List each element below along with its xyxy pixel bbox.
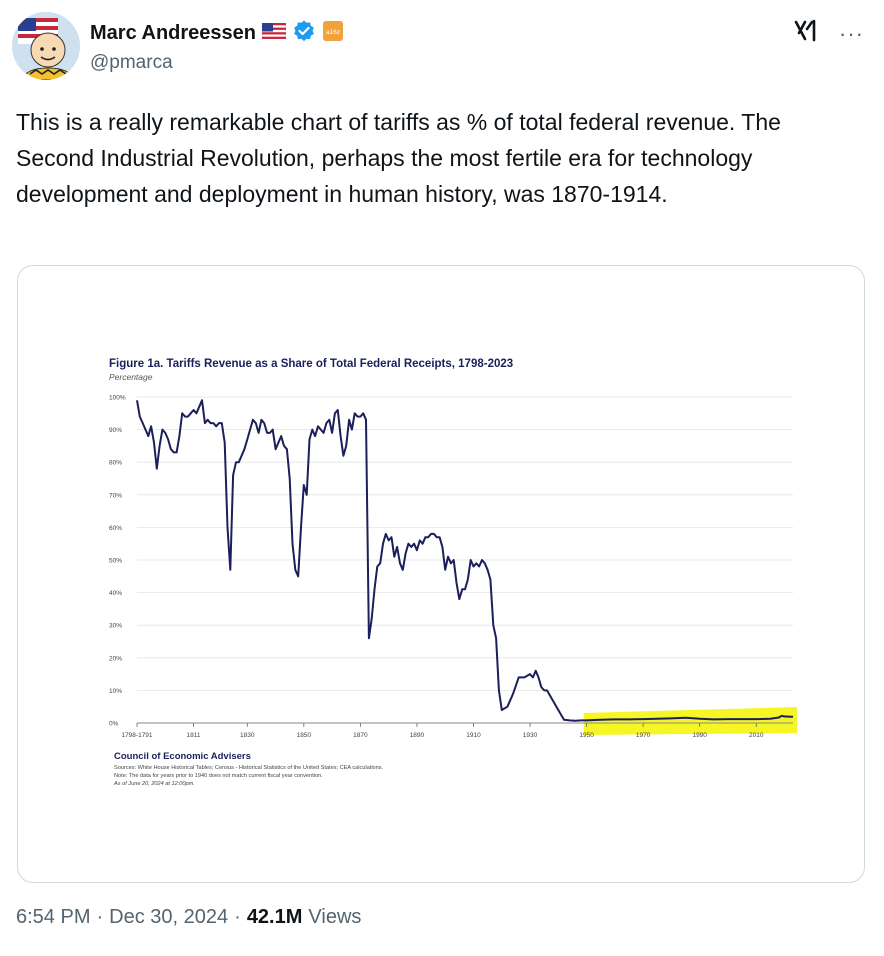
affiliate-badge-text: a16z: [326, 29, 340, 36]
display-name[interactable]: Marc Andreessen: [90, 21, 256, 44]
x-tick-label: 1930: [523, 732, 538, 739]
chart-note: Note: The data for years prior to 1940 d…: [114, 773, 323, 779]
y-tick-label: 20%: [109, 655, 122, 662]
views-count[interactable]: 42.1M: [246, 906, 303, 928]
avatar-illustration: [12, 12, 80, 80]
x-tick-label: 1890: [410, 732, 425, 739]
x-tick-label: 1950: [579, 732, 594, 739]
x-tick-label: 1798-1791: [121, 732, 152, 739]
chart-asof: As of June 20, 2024 at 12:00pm.: [113, 781, 195, 787]
y-tick-label: 30%: [109, 623, 122, 630]
avatar[interactable]: [12, 12, 80, 80]
tweet-time[interactable]: 6:54 PM: [16, 906, 91, 928]
x-tick-label: 1811: [187, 732, 201, 739]
tweet-text: This is a really remarkable chart of tar…: [16, 109, 788, 207]
y-tick-label: 0%: [109, 721, 119, 728]
author-name-row: Marc Andreessen a16z: [90, 20, 344, 46]
chart-sources: Sources: White House Historical Tables; …: [114, 765, 384, 771]
x-tick-label: 1870: [353, 732, 368, 739]
verified-badge-icon[interactable]: [292, 19, 316, 48]
affiliate-badge-icon[interactable]: a16z: [322, 20, 344, 47]
y-tick-label: 40%: [109, 590, 122, 597]
tweet-media-card[interactable]: Figure 1a. Tariffs Revenue as a Share of…: [17, 265, 865, 883]
highlight-band: [583, 707, 797, 735]
y-tick-label: 90%: [109, 427, 122, 434]
chart-subtitle: Percentage: [109, 372, 153, 382]
y-tick-label: 50%: [109, 558, 122, 565]
grok-icon[interactable]: [793, 18, 819, 49]
y-tick-label: 10%: [109, 688, 122, 695]
x-tick-label: 1990: [692, 732, 707, 739]
footer-separator: ·: [96, 906, 104, 928]
series-line-tariff-share: [136, 399, 793, 722]
handle[interactable]: @pmarca: [90, 52, 173, 73]
us-flag-icon: [261, 22, 287, 44]
views-label: Views: [308, 906, 362, 928]
y-tick-label: 60%: [109, 525, 122, 532]
x-tick-label: 1970: [636, 732, 651, 739]
tariff-chart: Figure 1a. Tariffs Revenue as a Share of…: [109, 358, 797, 787]
y-tick-label: 100%: [109, 395, 126, 402]
x-tick-label: 1910: [466, 732, 481, 739]
x-tick-label: 1850: [297, 732, 312, 739]
y-tick-label: 80%: [109, 460, 122, 467]
footer-separator: ·: [234, 906, 241, 928]
chart-org: Council of Economic Advisers: [114, 751, 251, 762]
y-tick-label: 70%: [109, 492, 122, 499]
tweet-footer: 6:54 PM · Dec 30, 2024 · 42.1M Views: [16, 906, 361, 929]
more-icon[interactable]: ···: [839, 20, 864, 46]
tweet-date[interactable]: Dec 30, 2024: [109, 906, 229, 928]
x-tick-label: 2010: [749, 732, 764, 739]
header-actions: ···: [793, 18, 864, 49]
x-tick-label: 1830: [240, 732, 255, 739]
chart-title: Figure 1a. Tariffs Revenue as a Share of…: [109, 358, 513, 370]
